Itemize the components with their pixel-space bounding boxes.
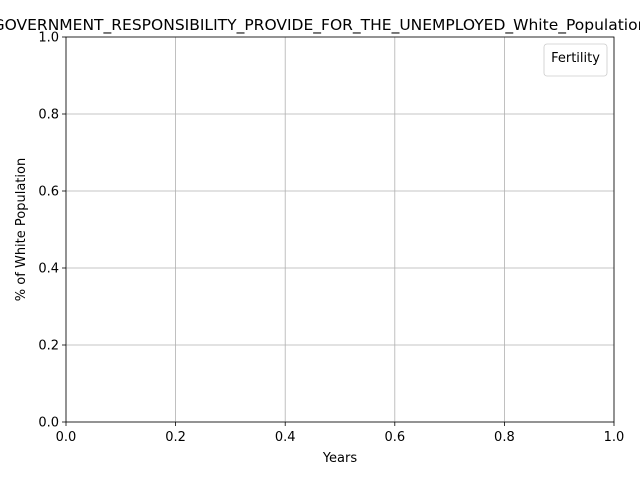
x-axis-ticks: 0.0 0.2 0.4 0.6 0.8 1.0 [56,422,625,445]
y-tick-label: 1.0 [38,31,59,46]
x-tick-label: 0.2 [165,430,186,445]
y-tick-label: 0.2 [38,339,59,354]
y-tick-label: 0.0 [38,416,59,431]
y-axis-title: % of White Population [14,158,29,301]
y-axis-ticks: 0.0 0.2 0.4 0.6 0.8 1.0 [38,31,66,431]
x-axis-title: Years [322,451,358,466]
x-tick-label: 1.0 [604,430,625,445]
x-tick-label: 0.6 [384,430,405,445]
gridlines [65,36,615,423]
chart-title: GOVERNMENT_RESPONSIBILITY_PROVIDE_FOR_TH… [0,16,640,35]
x-tick-label: 0.0 [56,430,77,445]
legend-box [543,43,608,77]
y-tick-label: 0.6 [38,185,59,200]
plot-area [66,37,614,422]
x-tick-label: 0.4 [275,430,296,445]
x-tick-label: 0.8 [494,430,515,445]
y-tick-label: 0.8 [38,108,59,123]
y-tick-label: 0.4 [38,262,59,277]
legend: Fertility [543,43,608,77]
plot-frame [65,36,615,423]
legend-title: Fertility [551,51,600,66]
